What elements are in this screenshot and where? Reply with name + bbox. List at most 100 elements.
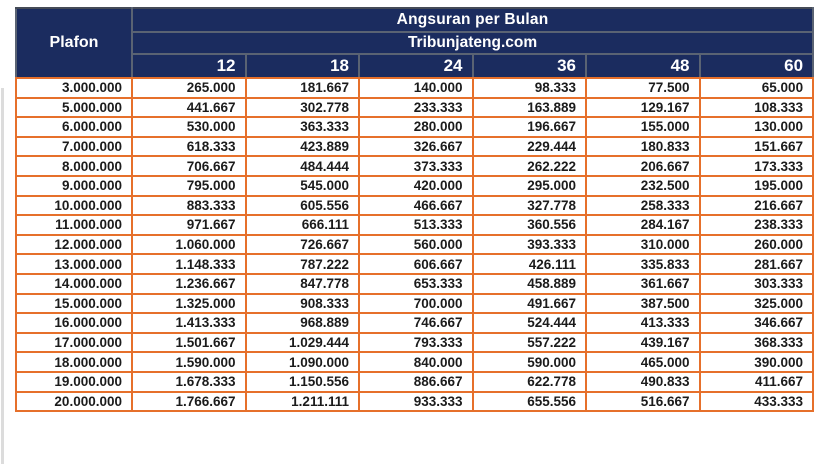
installment-value: 281.667 xyxy=(698,253,815,275)
header-row-tenors: 12 18 24 36 48 60 xyxy=(16,53,815,79)
tenor-36-header: 36 xyxy=(471,53,587,79)
plafon-value: 5.000.000 xyxy=(15,96,133,119)
installment-value: 653.333 xyxy=(358,272,474,295)
installment-value: 361.667 xyxy=(585,272,701,295)
installment-value: 262.222 xyxy=(471,155,587,177)
table-row: 7.000.000 618.333 423.889 326.667 229.444 180… xyxy=(15,135,815,158)
installment-value: 605.556 xyxy=(244,194,360,217)
installment-value: 163.889 xyxy=(471,96,587,119)
installment-value: 458.889 xyxy=(471,272,587,295)
installment-value: 326.667 xyxy=(358,135,474,158)
table-row: 16.000.000 1.413.333 968.889 746.667 524.444… xyxy=(15,312,815,334)
table-row: 5.000.000 441.667 302.778 233.333 163.889 129… xyxy=(15,96,815,119)
installment-value: 302.778 xyxy=(244,96,360,119)
plafon-value: 13.000.000 xyxy=(15,253,133,275)
installment-value: 196.667 xyxy=(471,116,587,138)
table-row: 14.000.000 1.236.667 847.778 653.333 458.889… xyxy=(15,272,815,295)
table-row: 19.000.000 1.678.333 1.150.556 886.667 622.7… xyxy=(15,370,815,393)
installment-value: 335.833 xyxy=(585,253,701,275)
installment-value: 393.333 xyxy=(471,233,587,256)
plafon-value: 3.000.000 xyxy=(15,77,133,99)
installment-value: 795.000 xyxy=(131,174,247,197)
installment-value: 173.333 xyxy=(698,155,815,177)
installment-value: 1.211.111 xyxy=(244,390,360,413)
installment-value: 491.667 xyxy=(471,292,587,315)
installment-value: 513.333 xyxy=(358,214,474,236)
installment-value: 883.333 xyxy=(131,194,247,217)
installment-value: 622.778 xyxy=(471,370,587,393)
installment-value: 346.667 xyxy=(698,312,815,334)
table-row: 8.000.000 706.667 484.444 373.333 262.222 206… xyxy=(15,155,815,177)
installment-value: 195.000 xyxy=(698,174,815,197)
installment-value: 373.333 xyxy=(358,155,474,177)
installment-value: 700.000 xyxy=(358,292,474,315)
table-row: 17.000.000 1.501.667 1.029.444 793.333 557.2… xyxy=(15,331,815,354)
installment-value: 423.889 xyxy=(244,135,360,158)
tenor-24-header: 24 xyxy=(358,53,474,79)
table-row: 13.000.000 1.148.333 787.222 606.667 426.111… xyxy=(15,253,815,275)
tenor-60-header: 60 xyxy=(698,53,815,79)
installment-value: 1.678.333 xyxy=(131,370,247,393)
plafon-value: 20.000.000 xyxy=(15,390,133,413)
installment-value: 726.667 xyxy=(244,233,360,256)
installment-value: 490.833 xyxy=(585,370,701,393)
table-row: 9.000.000 795.000 545.000 420.000 295.000 232… xyxy=(15,174,815,197)
installment-value: 411.667 xyxy=(698,370,815,393)
plafon-value: 14.000.000 xyxy=(15,272,133,295)
installment-value: 618.333 xyxy=(131,135,247,158)
installment-value: 229.444 xyxy=(471,135,587,158)
installment-value: 233.333 xyxy=(358,96,474,119)
installment-value: 439.167 xyxy=(585,331,701,354)
table-row: 3.000.000 265.000 181.667 140.000 98.333 77.5… xyxy=(15,77,815,99)
installment-value: 1.148.333 xyxy=(131,253,247,275)
table-row: 20.000.000 1.766.667 1.211.111 933.333 655.5… xyxy=(15,390,815,413)
installment-value: 390.000 xyxy=(698,351,815,373)
installment-value: 180.833 xyxy=(585,135,701,158)
installment-value: 886.667 xyxy=(358,370,474,393)
installment-value: 787.222 xyxy=(244,253,360,275)
table-row: 12.000.000 1.060.000 726.667 560.000 393.333… xyxy=(15,233,815,256)
installment-value: 840.000 xyxy=(358,351,474,373)
plafon-value: 15.000.000 xyxy=(15,292,133,315)
installment-value: 1.029.444 xyxy=(244,331,360,354)
installment-value: 557.222 xyxy=(471,331,587,354)
plafon-value: 12.000.000 xyxy=(15,233,133,256)
installment-value: 181.667 xyxy=(244,77,360,99)
page-edge-line xyxy=(1,88,4,464)
installment-value: 1.766.667 xyxy=(131,390,247,413)
table-row: 11.000.000 971.667 666.111 513.333 360.556 28… xyxy=(15,214,815,236)
installment-value: 360.556 xyxy=(471,214,587,236)
installment-value: 433.333 xyxy=(698,390,815,413)
plafon-value: 7.000.000 xyxy=(15,135,133,158)
installment-value: 1.501.667 xyxy=(131,331,247,354)
installment-value: 280.000 xyxy=(358,116,474,138)
plafon-value: 11.000.000 xyxy=(15,214,133,236)
installment-value: 155.000 xyxy=(585,116,701,138)
table-row: 10.000.000 883.333 605.556 466.667 327.778 25… xyxy=(15,194,815,217)
installment-value: 484.444 xyxy=(244,155,360,177)
header-row-subtitle: Tribunjateng.com xyxy=(16,31,815,55)
plafon-value: 9.000.000 xyxy=(15,174,133,197)
installment-value: 516.667 xyxy=(585,390,701,413)
installment-value: 466.667 xyxy=(358,194,474,217)
plafon-value: 19.000.000 xyxy=(15,370,133,393)
installment-value: 1.413.333 xyxy=(131,312,247,334)
installment-value: 560.000 xyxy=(358,233,474,256)
installment-value: 368.333 xyxy=(698,331,815,354)
installment-value: 216.667 xyxy=(698,194,815,217)
installment-value: 77.500 xyxy=(585,77,701,99)
installment-value: 590.000 xyxy=(471,351,587,373)
plafon-value: 10.000.000 xyxy=(15,194,133,217)
installment-value: 420.000 xyxy=(358,174,474,197)
installment-value: 933.333 xyxy=(358,390,474,413)
installment-value: 706.667 xyxy=(131,155,247,177)
installment-value: 303.333 xyxy=(698,272,815,295)
table-subtitle: Tribunjateng.com xyxy=(130,31,815,55)
installment-value: 793.333 xyxy=(358,331,474,354)
installment-value: 1.150.556 xyxy=(244,370,360,393)
installment-value: 465.000 xyxy=(585,351,701,373)
installment-value: 746.667 xyxy=(358,312,474,334)
installment-value: 1.590.000 xyxy=(131,351,247,373)
installment-value: 847.778 xyxy=(244,272,360,295)
loan-installment-table: Plafon Angsuran per Bulan Tribunjateng.c… xyxy=(15,7,815,413)
